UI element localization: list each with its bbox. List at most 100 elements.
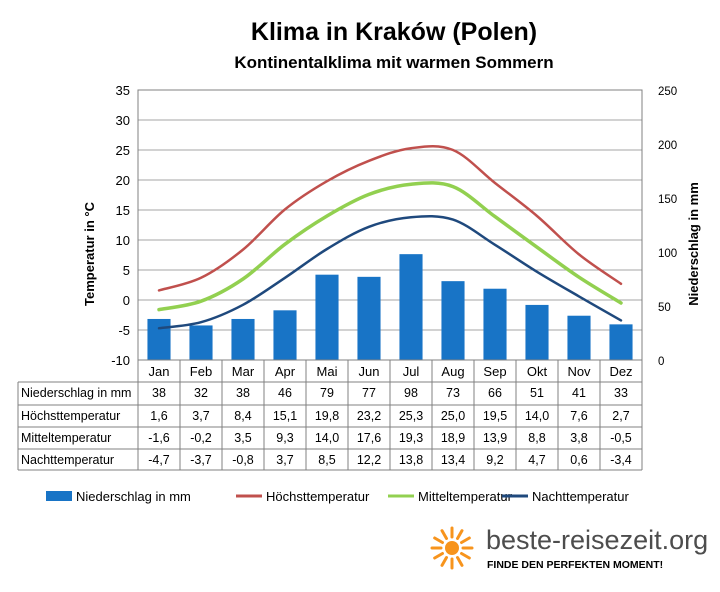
precipitation-bar [273,310,297,360]
legend-label: Höchsttemperatur [266,489,370,504]
data-label: 98 [404,386,418,400]
legend-label: Mitteltemperatur [418,489,513,504]
data-label: 38 [152,386,166,400]
data-label: 9,2 [486,453,503,467]
left-tick-label: -10 [111,353,130,368]
chart-title: Klima in Kraków (Polen) [251,18,537,46]
data-label: 18,9 [441,431,465,445]
left-tick-label: 30 [116,113,130,128]
legend: Niederschlag in mm Höchsttemperatur Mittel… [46,489,629,504]
brand-name: beste-reisezeit.org [486,525,708,555]
left-tick-label: 0 [123,293,130,308]
data-label: 0,6 [570,453,587,467]
series-line [157,145,623,292]
right-tick-label: 250 [658,86,677,98]
x-tick-label: Feb [190,364,212,379]
table-row-label: Nachttemperatur [21,453,114,467]
data-label: 17,6 [357,431,381,445]
x-tick-label: Dez [609,364,632,379]
data-label: 3,8 [570,431,587,445]
series-line [157,181,623,312]
x-tick-label: Aug [441,364,464,379]
x-tick-label: Apr [275,364,296,379]
left-tick-label: 15 [116,203,130,218]
x-tick-label: Okt [527,364,548,379]
series-line [157,214,623,330]
data-label: 25,3 [399,409,423,423]
data-label: 38 [236,386,250,400]
data-label: 8,5 [318,453,335,467]
data-label: 19,8 [315,409,339,423]
sun-ray [456,556,464,567]
table-row-label: Mitteltemperatur [21,431,111,445]
data-label: -0,5 [610,431,632,445]
legend-swatch [46,491,72,501]
data-label: 25,0 [441,409,465,423]
x-tick-label: Mai [317,364,338,379]
data-label: 51 [530,386,544,400]
legend-label: Nachttemperatur [532,489,629,504]
data-label: 9,3 [276,431,293,445]
x-tick-label: Sep [483,364,506,379]
precipitation-bar [441,281,465,360]
data-label: 13,8 [399,453,423,467]
data-label: 77 [362,386,376,400]
data-label: 19,5 [483,409,507,423]
data-label: 13,4 [441,453,465,467]
sun-ray [460,536,471,544]
legend-label: Niederschlag in mm [76,489,191,504]
precipitation-bars [147,254,633,360]
data-label: 32 [194,386,208,400]
right-tick-label: 0 [658,356,664,368]
data-label: 73 [446,386,460,400]
precipitation-bar [315,274,339,360]
brand-tagline: FINDE DEN PERFEKTEN MOMENT! [487,559,663,571]
precipitation-bar [609,324,633,360]
data-label: 23,2 [357,409,381,423]
data-label: -3,7 [190,453,212,467]
data-label: 3,7 [276,453,293,467]
data-label: 1,6 [150,409,167,423]
left-tick-label: 35 [116,83,130,98]
data-label: 13,9 [483,431,507,445]
sun-ray [456,529,464,540]
right-axis-title: Niederschlag in mm [686,182,701,306]
data-table: Jan Feb Mar Apr Mai Jun Jul Aug Sep Okt Nov Dez Nied… [17,359,643,471]
sun-ray [433,552,444,560]
temperature-lines [157,145,623,330]
data-label: 7,6 [570,409,587,423]
right-tick-label: 200 [658,140,677,152]
sun-core [445,541,459,555]
data-label: 46 [278,386,292,400]
left-tick-label: 5 [123,263,130,278]
precipitation-bar [483,288,507,360]
right-tick-label: 150 [658,194,677,206]
sun-ray [440,556,448,567]
sun-ray [440,529,448,540]
x-tick-label: Jun [359,364,380,379]
data-label: 3,7 [192,409,209,423]
left-tick-label: 20 [116,173,130,188]
precipitation-bar [399,254,423,360]
data-label: 66 [488,386,502,400]
sun-icon [430,526,474,570]
data-label: 41 [572,386,586,400]
x-tick-label: Jan [149,364,170,379]
precipitation-bar [525,304,549,360]
right-tick-label: 100 [658,248,677,260]
precipitation-bar [147,318,171,360]
data-label: -0,2 [190,431,212,445]
data-label: 3,5 [234,431,251,445]
chart-subtitle: Kontinentalklima mit warmen Sommern [234,53,553,72]
data-label: 14,0 [315,431,339,445]
data-label: 19,3 [399,431,423,445]
table-row-label: Höchsttemperatur [21,409,120,423]
precipitation-bar [567,315,591,360]
data-label: -3,4 [610,453,632,467]
data-label: 8,8 [528,431,545,445]
left-tick-label: 10 [116,233,130,248]
data-label: 12,2 [357,453,381,467]
